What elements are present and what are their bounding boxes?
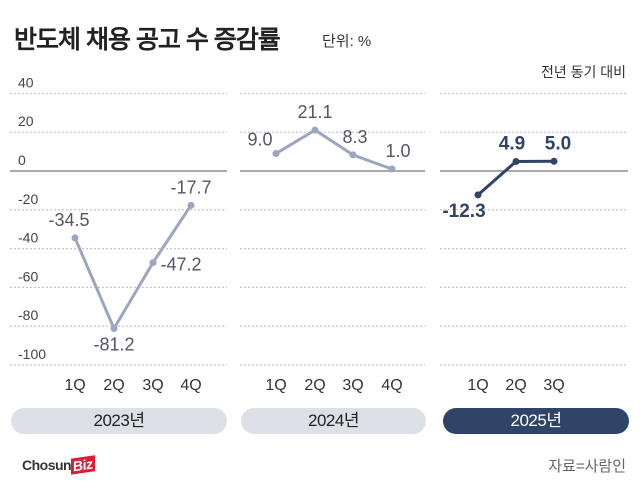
data-point xyxy=(311,126,319,134)
x-tick-label: 4Q xyxy=(381,377,402,394)
data-point xyxy=(187,201,195,209)
data-label: 8.3 xyxy=(342,127,367,147)
x-tick-label: 3Q xyxy=(342,377,363,394)
y-tick-label: -60 xyxy=(18,268,38,284)
chart-title: 반도체 채용 공고 수 증감률 xyxy=(14,26,281,54)
panel-label-2024: 2024년 xyxy=(241,408,426,434)
data-label: 9.0 xyxy=(247,130,272,150)
x-tick-label: 2Q xyxy=(505,377,526,394)
series-line-1 xyxy=(275,128,393,171)
data-point xyxy=(349,151,357,159)
panel-label-2023: 2023년 xyxy=(11,408,227,434)
data-label: -12.3 xyxy=(442,201,485,222)
series-line-2 xyxy=(477,159,555,196)
y-tick-label: 20 xyxy=(18,113,34,129)
y-tick-label: 40 xyxy=(18,74,34,90)
chosunbiz-logo: Chosun Biz xyxy=(22,455,95,475)
data-point xyxy=(272,150,280,158)
data-label: -34.5 xyxy=(48,210,89,230)
source-note: 자료=사람인 xyxy=(548,458,626,475)
x-tick-label: 1Q xyxy=(265,377,286,394)
data-label: 4.9 xyxy=(499,133,525,154)
x-tick-label: 2Q xyxy=(103,377,124,394)
x-tick-label: 2Q xyxy=(304,377,325,394)
unit-label: 단위: % xyxy=(322,33,372,50)
data-label: 1.0 xyxy=(385,141,410,161)
data-label: 21.1 xyxy=(297,102,332,122)
y-tick-label: -100 xyxy=(18,346,46,362)
panel-label-2025: 2025년 xyxy=(443,408,629,434)
data-point xyxy=(474,191,482,199)
series-line-0 xyxy=(73,204,193,332)
data-point xyxy=(149,259,157,267)
data-label: -17.7 xyxy=(170,177,211,197)
data-label: 5.0 xyxy=(545,133,571,154)
data-point xyxy=(71,234,79,242)
x-tick-label: 4Q xyxy=(180,377,201,394)
x-tick-label: 1Q xyxy=(467,377,488,394)
plot-area: 40 20 0 -20 -40 -60 -80 -100 -34.5 -81.2 -47.2 -17.… xyxy=(10,74,628,394)
data-point xyxy=(550,157,558,165)
x-tick-label: 3Q xyxy=(142,377,163,394)
y-tick-label: -80 xyxy=(18,307,38,323)
data-point xyxy=(512,157,520,165)
subtitle: 전년 동기 대비 xyxy=(540,64,626,80)
data-label: -47.2 xyxy=(160,255,201,275)
x-tick-label: 1Q xyxy=(64,377,85,394)
data-point xyxy=(110,325,118,333)
data-label: -81.2 xyxy=(93,335,134,355)
x-tick-label: 3Q xyxy=(543,377,564,394)
data-point xyxy=(388,165,396,173)
y-tick-label: -40 xyxy=(18,230,38,246)
y-tick-label: -20 xyxy=(18,191,38,207)
y-tick-label: 0 xyxy=(18,152,26,168)
